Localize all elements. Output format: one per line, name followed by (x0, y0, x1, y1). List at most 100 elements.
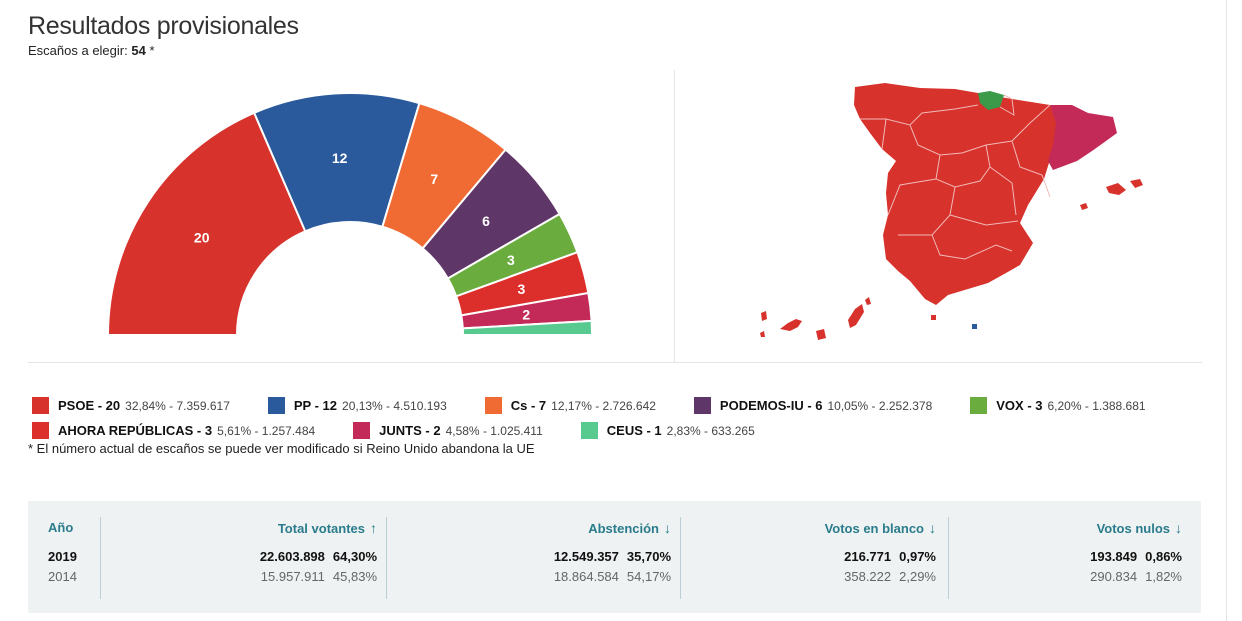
legend-item-ahora-republicas[interactable]: AHORA REPÚBLICAS - 3 5,61% - 1.257.484 (32, 422, 315, 439)
legend-swatch (693, 397, 711, 414)
header-null-votes[interactable]: Votos nulos ↓ (956, 519, 1182, 547)
cell-pct: 35,70% (626, 549, 671, 564)
cell-value: 216.771 (844, 549, 892, 564)
cell-value: 22.603.898 (259, 549, 325, 564)
cell-pct: 0,97% (899, 549, 936, 564)
cell-value: 358.222 (844, 569, 892, 584)
seat-label-pp: 12 (332, 150, 348, 166)
cell-pct: 64,30% (332, 549, 377, 564)
cell-pct: 2,29% (899, 569, 936, 584)
legend-swatch (970, 397, 988, 414)
map-catalonia[interactable] (1048, 105, 1117, 170)
legend-stats: 6,20% - 1.388.681 (1047, 398, 1146, 413)
cell-abstention-2014: 18.864.584 54,17% (394, 567, 671, 587)
spain-results-map (760, 83, 1143, 340)
header-total-voters-label: Total votantes (277, 521, 365, 536)
legend-item-pp[interactable]: PP - 12 20,13% - 4.510.193 (267, 397, 447, 414)
legend-label: PP - 12 (293, 398, 338, 413)
cell-null-2014: 290.834 1,82% (956, 567, 1182, 587)
map-peninsula[interactable] (854, 83, 1060, 305)
column-separator (680, 517, 681, 599)
legend-item-junts[interactable]: JUNTS - 2 4,58% - 1.025.411 (353, 422, 543, 439)
cell-voters-2014: 15.957.911 45,83% (108, 567, 377, 587)
footnote: * El número actual de escaños se puede v… (28, 441, 535, 456)
legend-row: PSOE - 20 32,84% - 7.359.617 PP - 12 20,… (32, 393, 1212, 418)
header-abstention[interactable]: Abstención ↓ (394, 519, 671, 547)
seat-segment-psoe[interactable] (106, 111, 307, 336)
legend-swatch (32, 422, 49, 439)
legend-label: VOX - 3 (996, 398, 1043, 413)
legend-item-ceus[interactable]: CEUS - 1 2,83% - 633.265 (580, 422, 755, 439)
column-separator (100, 517, 101, 599)
cell-pct: 45,83% (332, 569, 377, 584)
cell-pct: 1,82% (1145, 569, 1182, 584)
header-blank-votes-label: Votos en blanco (824, 521, 924, 536)
cell-value: 18.864.584 (553, 569, 619, 584)
column-total-voters: Total votantes ↑ 22.603.898 64,30% 15.957.… (108, 519, 377, 601)
legend-label: PSOE - 20 (58, 398, 121, 413)
cell-pct: 0,86% (1145, 549, 1182, 564)
legend-stats: 5,61% - 1.257.484 (217, 423, 316, 438)
cell-value: 290.834 (1090, 569, 1138, 584)
seat-label-podemos-iu: 6 (482, 213, 490, 229)
cell-blank-2014: 358.222 2,29% (688, 567, 936, 587)
cell-value: 15.957.911 (260, 569, 325, 584)
header-blank-votes[interactable]: Votos en blanco ↓ (688, 519, 936, 547)
header-total-voters[interactable]: Total votantes ↑ (108, 519, 377, 547)
cell-null-2019: 193.849 0,86% (956, 547, 1182, 567)
column-separator (948, 517, 949, 599)
column-null-votes: Votos nulos ↓ 193.849 0,86% 290.834 1,82% (956, 519, 1182, 601)
legend-label: JUNTS - 2 (379, 423, 441, 438)
cell-value: 12.549.357 (553, 549, 619, 564)
sort-down-icon[interactable]: ↓ (664, 520, 671, 536)
legend-item-podemos-iu[interactable]: PODEMOS-IU - 6 10,05% - 2.252.378 (693, 397, 933, 414)
section-divider (28, 362, 1202, 363)
sort-down-icon[interactable]: ↓ (1175, 520, 1182, 536)
seat-label-cs: 7 (430, 171, 438, 187)
seat-segment-pp[interactable] (252, 92, 421, 233)
seats-footnote-mark: * (149, 43, 155, 58)
seats-subtitle: Escaños a elegir: 54 * (28, 43, 155, 58)
map-melilla[interactable] (972, 324, 977, 329)
legend-label: CEUS - 1 (606, 423, 662, 438)
column-separator (386, 517, 387, 599)
header-null-votes-label: Votos nulos (1096, 521, 1170, 536)
legend-swatch (484, 397, 502, 414)
party-legend: PSOE - 20 32,84% - 7.359.617 PP - 12 20,… (32, 393, 1212, 443)
seat-label-vox: 3 (507, 252, 515, 268)
column-abstention: Abstención ↓ 12.549.357 35,70% 18.864.584 5… (394, 519, 671, 601)
header-year[interactable]: Año (48, 520, 74, 535)
seat-label-ahora-rep-blicas: 3 (518, 281, 526, 297)
cell-year-2019: 2019 (48, 549, 77, 564)
legend-stats: 20,13% - 4.510.193 (342, 398, 447, 413)
map-basque-country[interactable] (978, 91, 1004, 110)
legend-swatch (580, 422, 598, 439)
legend-stats: 4,58% - 1.025.411 (445, 423, 543, 438)
header-abstention-label: Abstención (588, 521, 659, 536)
map-balearic-islands[interactable] (1080, 179, 1143, 210)
sort-down-icon[interactable]: ↓ (929, 520, 936, 536)
cell-voters-2019: 22.603.898 64,30% (108, 547, 377, 567)
cell-pct: 54,17% (626, 569, 671, 584)
map-region-borders (860, 94, 1051, 260)
seats-value: 54 (131, 43, 146, 58)
cell-blank-2019: 216.771 0,97% (688, 547, 936, 567)
sort-up-icon[interactable]: ↑ (370, 520, 377, 536)
turnout-table: Año 2019 2014 Total votantes ↑ 22.603.898… (28, 501, 1201, 613)
legend-item-cs[interactable]: Cs - 7 12,17% - 2.726.642 (484, 397, 656, 414)
legend-item-vox[interactable]: VOX - 3 6,20% - 1.388.681 (970, 397, 1146, 414)
column-year: Año 2019 2014 (48, 519, 108, 601)
legend-swatch (353, 422, 371, 439)
seat-segment-ceus[interactable] (461, 319, 594, 336)
legend-stats: 32,84% - 7.359.617 (125, 398, 230, 413)
map-canary-islands[interactable] (760, 297, 871, 340)
page-right-border (1226, 0, 1227, 621)
legend-swatch (32, 397, 49, 414)
legend-row: AHORA REPÚBLICAS - 3 5,61% - 1.257.484 J… (32, 418, 1212, 443)
legend-swatch (267, 397, 285, 414)
legend-stats: 10,05% - 2.252.378 (827, 398, 933, 413)
legend-item-psoe[interactable]: PSOE - 20 32,84% - 7.359.617 (32, 397, 230, 414)
map-ceuta[interactable] (931, 315, 936, 320)
page-title: Resultados provisionales (28, 12, 299, 40)
column-blank-votes: Votos en blanco ↓ 216.771 0,97% 358.222 2,2… (688, 519, 936, 601)
